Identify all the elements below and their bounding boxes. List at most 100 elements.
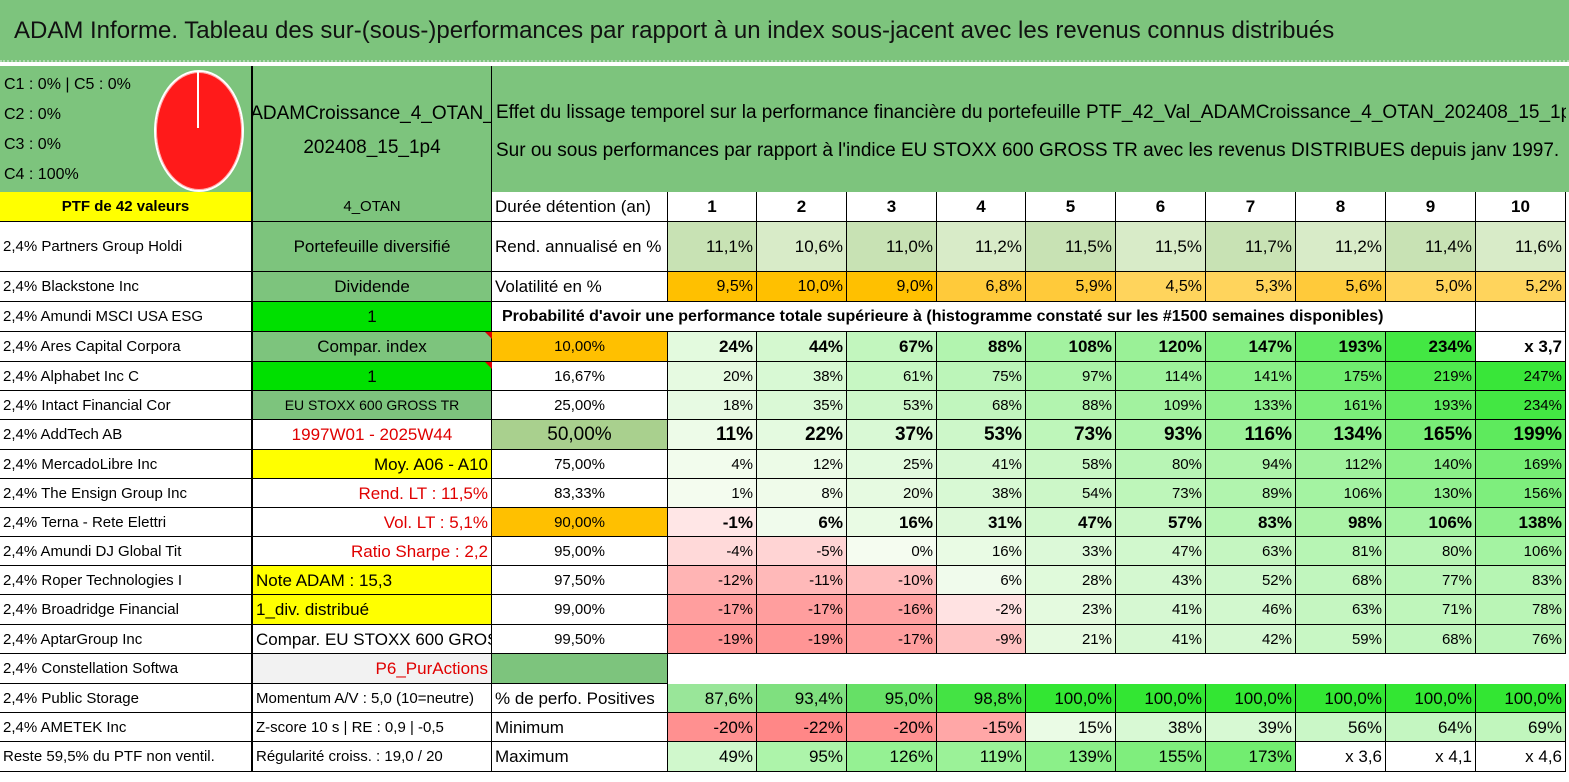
probability-value: 109%: [1116, 391, 1206, 420]
probability-value: 38%: [757, 362, 847, 391]
positives-value: 100,0%: [1206, 684, 1296, 713]
probability-value: 156%: [1476, 479, 1566, 508]
maximum-value: 49%: [668, 742, 757, 772]
spacer-cell: [492, 654, 668, 684]
holding-item: Reste 59,5% du PTF non ventil.: [0, 742, 252, 772]
info-cell: 1: [252, 302, 492, 332]
holding-item: 2,4% Constellation Softwa: [0, 654, 252, 684]
probability-level: 83,33%: [492, 479, 668, 508]
probability-value: 199%: [1476, 420, 1566, 450]
probability-value: 120%: [1116, 332, 1206, 362]
holdings-header: PTF de 42 valeurs: [0, 192, 252, 222]
minimum-value: -15%: [937, 713, 1026, 742]
vol-value: 5,9%: [1026, 272, 1116, 302]
probability-value: 63%: [1206, 537, 1296, 566]
probability-value: 94%: [1206, 450, 1296, 479]
holding-item: 2,4% AptarGroup Inc: [0, 625, 252, 654]
maximum-value: x 4,1: [1386, 742, 1476, 772]
probability-title: Probabilité d'avoir une performance tota…: [492, 302, 1476, 332]
probability-value: 106%: [1386, 508, 1476, 537]
probability-level: 25,00%: [492, 391, 668, 420]
probability-value: 63%: [1296, 595, 1386, 625]
probability-value: 57%: [1116, 508, 1206, 537]
portfolio-name-line-2: 202408_15_1p4: [303, 136, 441, 158]
probability-level: 10,00%: [492, 332, 668, 362]
vol-value: 5,2%: [1476, 272, 1566, 302]
probability-value: 71%: [1386, 595, 1476, 625]
minimum-value: 15%: [1026, 713, 1116, 742]
probability-value: 165%: [1386, 420, 1476, 450]
info-cell: Z-score 10 s | RE : 0,9 | -0,5: [252, 713, 492, 742]
probability-value: 116%: [1206, 420, 1296, 450]
probability-value: 234%: [1386, 332, 1476, 362]
probability-value: 133%: [1206, 391, 1296, 420]
legend-item: C4 : 100%: [4, 166, 79, 183]
probability-value: 161%: [1296, 391, 1386, 420]
probability-value: 81%: [1296, 537, 1386, 566]
probability-value: 22%: [757, 420, 847, 450]
minimum-value: 56%: [1296, 713, 1386, 742]
probability-value: 147%: [1206, 332, 1296, 362]
years-label: Durée détention (an): [492, 192, 668, 222]
probability-value: 234%: [1476, 391, 1566, 420]
vol-value: 4,5%: [1116, 272, 1206, 302]
probability-value: 80%: [1116, 450, 1206, 479]
positives-value: 100,0%: [1386, 684, 1476, 713]
holding-item: 2,4% Amundi DJ Global Tit: [0, 537, 252, 566]
holding-item: 2,4% Alphabet Inc C: [0, 362, 252, 391]
year-header: 6: [1116, 192, 1206, 222]
probability-value: 141%: [1206, 362, 1296, 391]
info-cell: 1997W01 - 2025W44: [252, 420, 492, 450]
rend-value: 11,1%: [668, 222, 757, 272]
probability-value: -5%: [757, 537, 847, 566]
probability-level: 75,00%: [492, 450, 668, 479]
comment-marker: [485, 362, 492, 369]
probability-value: 52%: [1206, 566, 1296, 595]
info-cell: P6_PurActions: [252, 654, 492, 684]
probability-value: 53%: [937, 420, 1026, 450]
info-cell: Rend. LT : 11,5%: [252, 479, 492, 508]
holding-item: 2,4% Broadridge Financial: [0, 595, 252, 625]
probability-value: 1%: [668, 479, 757, 508]
probability-value: -17%: [757, 595, 847, 625]
comment-marker: [485, 332, 492, 339]
probability-value: 68%: [1296, 566, 1386, 595]
minimum-value: -22%: [757, 713, 847, 742]
vol-value: 9,5%: [668, 272, 757, 302]
probability-level: 99,00%: [492, 595, 668, 625]
legend-item: C1 : 0% | C5 : 0%: [4, 76, 131, 93]
year-header: 3: [847, 192, 937, 222]
probability-value: 28%: [1026, 566, 1116, 595]
positives-value: 100,0%: [1026, 684, 1116, 713]
probability-value: 97%: [1026, 362, 1116, 391]
year-header: 9: [1386, 192, 1476, 222]
probability-value: 8%: [757, 479, 847, 508]
probability-value: 20%: [847, 479, 937, 508]
vol-value: 6,8%: [937, 272, 1026, 302]
vol-value: 10,0%: [757, 272, 847, 302]
holding-item: 2,4% MercadoLibre Inc: [0, 450, 252, 479]
probability-value: 108%: [1026, 332, 1116, 362]
info-cell: 1_div. distribué: [252, 595, 492, 625]
probability-value: 18%: [668, 391, 757, 420]
positives-value: 100,0%: [1476, 684, 1566, 713]
probability-value: 6%: [757, 508, 847, 537]
probability-value: 93%: [1116, 420, 1206, 450]
vol-label: Volatilité en %: [492, 272, 668, 302]
year-header: 4: [937, 192, 1026, 222]
probability-value: -19%: [757, 625, 847, 654]
positives-value: 100,0%: [1116, 684, 1206, 713]
probability-value: 58%: [1026, 450, 1116, 479]
probability-value: 88%: [937, 332, 1026, 362]
positives-value: 95,0%: [847, 684, 937, 713]
probability-value: 37%: [847, 420, 937, 450]
rend-value: 11,2%: [937, 222, 1026, 272]
minimum-label: Minimum: [492, 713, 668, 742]
year-header: 5: [1026, 192, 1116, 222]
probability-value: 24%: [668, 332, 757, 362]
probability-value: -16%: [847, 595, 937, 625]
info-cell: Compar. EU STOXX 600 GROSS TR: [252, 625, 492, 654]
probability-value: 73%: [1026, 420, 1116, 450]
probability-value: 31%: [937, 508, 1026, 537]
maximum-value: x 4,6: [1476, 742, 1566, 772]
